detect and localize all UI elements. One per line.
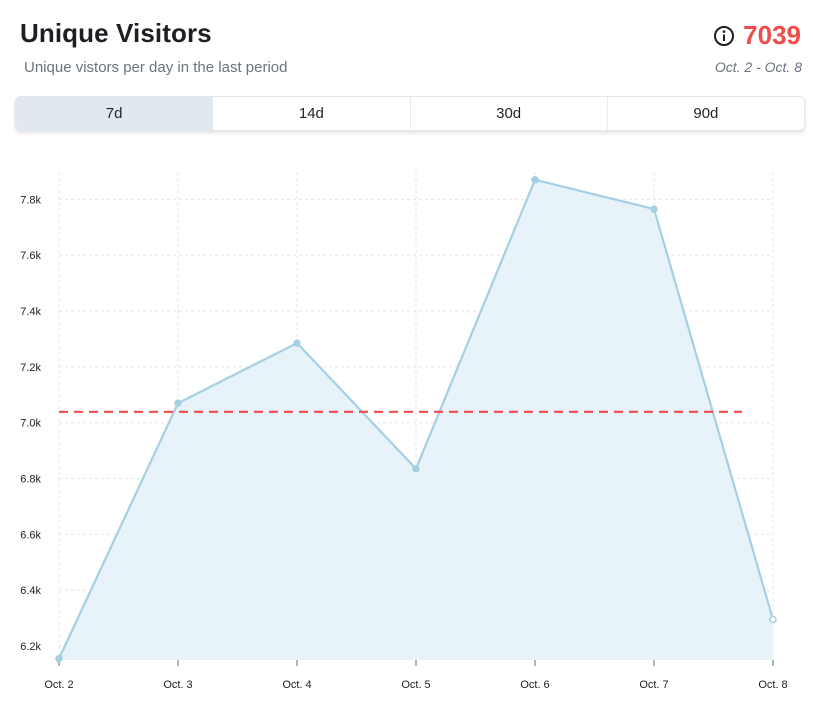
- date-range: Oct. 2 - Oct. 8: [714, 59, 802, 75]
- tab-label: 90d: [693, 105, 719, 122]
- x-tick-label: Oct. 3: [163, 679, 192, 691]
- tab-90d[interactable]: 90d: [608, 97, 804, 130]
- info-circle-icon[interactable]: [713, 25, 735, 47]
- data-point: [55, 654, 63, 663]
- x-tick-label: Oct. 7: [639, 679, 668, 691]
- x-tick-label: Oct. 4: [282, 679, 311, 691]
- visitors-area-chart: 6.2k 6.4k 6.6k 6.8k 7.0k 7.2k 7.4k 7.6k 7.8k Oct.…: [20, 172, 788, 691]
- tab-label: 30d: [496, 105, 522, 122]
- x-tick-label: Oct. 8: [758, 679, 787, 691]
- y-tick-label: 7.8k: [20, 194, 41, 206]
- y-tick-label: 6.6k: [20, 529, 41, 541]
- period-tabs: 7d 14d 30d 90d: [15, 96, 805, 131]
- y-tick-label: 7.4k: [20, 306, 41, 318]
- tab-label: 7d: [105, 105, 123, 122]
- y-tick-label: 6.4k: [20, 585, 41, 597]
- x-tick-label: Oct. 2: [44, 679, 73, 691]
- data-point: [531, 176, 539, 184]
- total-stat: 7039: [713, 20, 801, 51]
- tab-30d[interactable]: 30d: [411, 97, 608, 130]
- y-tick-label: 6.2k: [20, 641, 41, 653]
- x-tick-label: Oct. 6: [520, 679, 549, 691]
- data-point: [650, 205, 658, 213]
- chart-title: Unique Visitors: [20, 18, 212, 48]
- chart-subtitle: Unique vistors per day in the last perio…: [24, 59, 288, 76]
- series-area: [59, 179, 773, 660]
- tab-7d[interactable]: 7d: [16, 97, 214, 130]
- tab-14d[interactable]: 14d: [213, 97, 411, 130]
- tab-label: 14d: [298, 105, 324, 122]
- total-visitors-value: 7039: [743, 20, 801, 50]
- data-point: [174, 399, 182, 407]
- x-tick-label: Oct. 5: [401, 679, 430, 691]
- y-tick-label: 6.8k: [20, 474, 41, 486]
- y-tick-label: 7.0k: [20, 418, 41, 430]
- data-point: [293, 339, 301, 347]
- y-tick-label: 7.2k: [20, 362, 41, 374]
- data-point: [412, 465, 420, 473]
- data-point: [769, 615, 777, 624]
- y-tick-label: 7.6k: [20, 250, 41, 262]
